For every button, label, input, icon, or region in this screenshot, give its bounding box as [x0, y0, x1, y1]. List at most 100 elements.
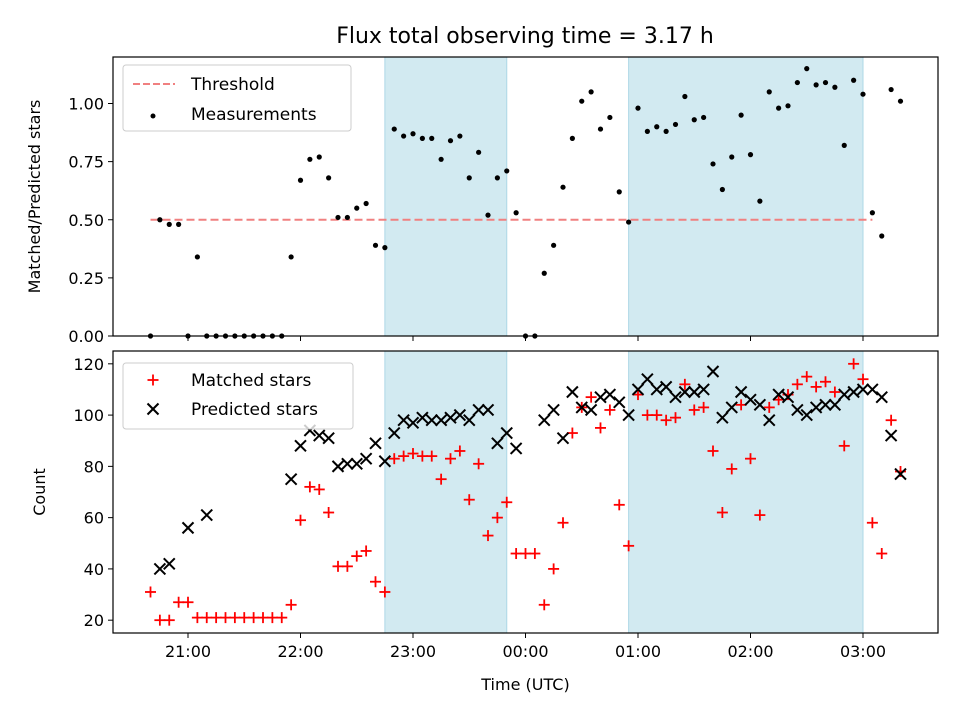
measurement-point	[692, 117, 697, 122]
x-tick-label: 01:00	[615, 642, 661, 661]
measurement-point	[335, 215, 340, 220]
measurement-point	[542, 271, 547, 276]
measurement-point	[757, 199, 762, 204]
measurement-point	[289, 254, 294, 259]
y-tick-label: 60	[84, 509, 104, 528]
measurement-point	[392, 126, 397, 131]
y-tick-label: 100	[73, 406, 104, 425]
legend-measurements-label: Measurements	[191, 105, 317, 125]
measurement-point	[645, 129, 650, 134]
observing-window-shading	[385, 57, 863, 336]
y-tick-label: 120	[73, 355, 104, 374]
legend-measurement-swatch	[151, 114, 156, 119]
x-tick-label: 21:00	[165, 642, 211, 661]
measurement-point	[879, 233, 884, 238]
measurement-point	[439, 157, 444, 162]
measurement-point	[626, 219, 631, 224]
count-legend: Matched stars Predicted stars	[123, 363, 353, 429]
measurement-point	[635, 106, 640, 111]
measurement-point	[382, 245, 387, 250]
measurement-point	[195, 254, 200, 259]
measurement-point	[373, 243, 378, 248]
measurement-point	[701, 115, 706, 120]
measurement-point	[870, 210, 875, 215]
measurement-point	[429, 136, 434, 141]
count-y-ticks: 20406080100120	[73, 355, 113, 630]
measurement-point	[860, 92, 865, 97]
count-x-ticks: 21:00 22:00 23:00 00:00 01:00 02:00 03:00	[165, 633, 886, 661]
measurement-point	[298, 178, 303, 183]
chart-title: Flux total observing time = 3.17 h	[336, 24, 714, 49]
ratio-panel: 0.00 0.25 0.50 0.75 1.00 Matched/Predicted s…	[25, 57, 938, 346]
y-tick-label: 0.25	[68, 269, 104, 288]
legend-predicted-label: Predicted stars	[191, 400, 318, 420]
measurement-point	[504, 168, 509, 173]
x-tick-label: 03:00	[840, 642, 886, 661]
legend-matched-label: Matched stars	[191, 371, 311, 391]
ratio-y-axis-label: Matched/Predicted stars	[25, 100, 44, 294]
count-panel: 20406080100120 21:00 22:00 23:00 00:00 01:00…	[30, 351, 938, 694]
measurement-point	[551, 243, 556, 248]
y-tick-label: 0.00	[68, 327, 104, 346]
measurement-point	[710, 161, 715, 166]
observing-window	[385, 351, 507, 633]
measurement-point	[560, 185, 565, 190]
measurement-point	[401, 133, 406, 138]
y-tick-label: 20	[84, 611, 104, 630]
count-y-axis-label: Count	[30, 468, 49, 516]
measurement-point	[326, 175, 331, 180]
ratio-legend: Threshold Measurements	[123, 65, 351, 131]
measurement-point	[748, 152, 753, 157]
measurement-point	[607, 115, 612, 120]
measurement-point	[842, 143, 847, 148]
y-tick-label: 80	[84, 457, 104, 476]
measurement-point	[448, 138, 453, 143]
ratio-y-ticks: 0.00 0.25 0.50 0.75 1.00	[68, 95, 113, 347]
figure-canvas: Flux total observing time = 3.17 h 0.000…	[0, 0, 960, 720]
measurement-point	[767, 89, 772, 94]
measurement-point	[589, 89, 594, 94]
measurement-point	[814, 82, 819, 87]
measurement-point	[157, 217, 162, 222]
measurement-point	[598, 126, 603, 131]
measurement-point	[364, 201, 369, 206]
measurement-point	[476, 150, 481, 155]
measurement-point	[354, 206, 359, 211]
measurement-point	[467, 175, 472, 180]
measurement-point	[457, 133, 462, 138]
measurement-point	[729, 154, 734, 159]
x-tick-label: 00:00	[502, 642, 548, 661]
measurement-point	[307, 157, 312, 162]
measurement-point	[851, 78, 856, 83]
measurement-point	[514, 210, 519, 215]
ratio-x-ticks	[188, 336, 863, 341]
measurement-point	[317, 154, 322, 159]
measurement-point	[832, 85, 837, 90]
y-tick-label: 1.00	[68, 95, 104, 114]
measurement-point	[804, 66, 809, 71]
measurement-point	[785, 103, 790, 108]
x-tick-label: 22:00	[277, 642, 323, 661]
x-tick-label: 02:00	[727, 642, 773, 661]
measurement-point	[167, 222, 172, 227]
legend-threshold-label: Threshold	[190, 75, 275, 95]
measurement-point	[889, 87, 894, 92]
y-tick-label: 0.50	[68, 211, 104, 230]
measurement-point	[579, 99, 584, 104]
measurement-point	[495, 175, 500, 180]
measurement-point	[617, 189, 622, 194]
measurement-point	[345, 215, 350, 220]
measurement-point	[176, 222, 181, 227]
observing-window	[385, 57, 507, 336]
measurement-point	[795, 80, 800, 85]
measurement-point	[673, 122, 678, 127]
measurement-point	[420, 136, 425, 141]
measurement-point	[823, 80, 828, 85]
measurement-point	[720, 187, 725, 192]
measurement-point	[570, 136, 575, 141]
measurement-point	[739, 113, 744, 118]
y-tick-label: 0.75	[68, 153, 104, 172]
measurement-point	[485, 213, 490, 218]
measurement-point	[654, 124, 659, 129]
measurement-point	[776, 106, 781, 111]
